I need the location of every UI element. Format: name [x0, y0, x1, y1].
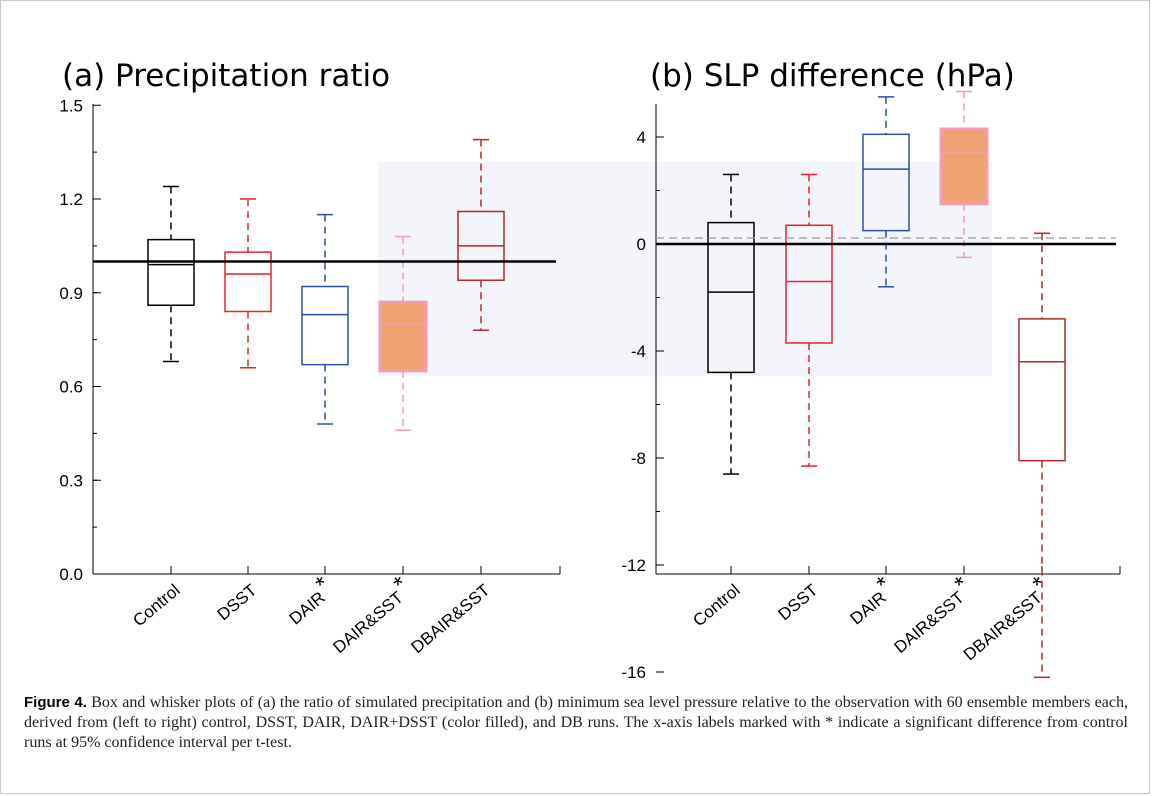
box-dair: [301, 213, 349, 425]
y-tick-label: 4: [637, 128, 646, 147]
box-dair-and-sst: [378, 235, 428, 431]
panel-slp-difference: (b) SLP difference (hPa) -16 -12 -8 -4 0 4 Cont…: [616, 58, 1121, 682]
box-iqr: [785, 224, 833, 344]
x-label-control: Control: [689, 581, 743, 631]
y-tick-label: 0: [637, 235, 646, 254]
box-dsst: [224, 198, 272, 369]
y-tick-label: 0.0: [59, 565, 83, 584]
box-iqr: [862, 133, 910, 232]
box-iqr: [224, 251, 272, 313]
box-dbair-and-sst: [457, 138, 505, 331]
y-tick-label: -12: [621, 556, 646, 575]
box-iqr: [1018, 318, 1066, 462]
x-label-text: DAIR: [847, 588, 890, 629]
background-shade: [616, 162, 992, 376]
x-label-dair: DAIR*: [839, 571, 899, 628]
box-iqr: [939, 127, 989, 206]
x-label-text: DBAIR&SST: [960, 588, 1046, 664]
x-label-dair-and-sst: DAIR&SST*: [883, 571, 977, 657]
y-tick-label: 1.2: [59, 190, 83, 209]
x-label-dair-and-sst: DAIR&SST*: [322, 571, 416, 657]
box-iqr: [378, 300, 428, 373]
x-label-dsst: DSST: [214, 581, 261, 625]
box-dsst: [785, 173, 833, 467]
figure-charts: (a) Precipitation ratio 0.0 0.3 0.6 0.9 1.2 1.…: [59, 58, 1121, 682]
y-tick-label: 0.6: [59, 378, 83, 397]
x-label-text: DAIR: [286, 588, 329, 629]
y-tick-label: 0.3: [59, 471, 83, 490]
x-label-control: Control: [129, 581, 183, 631]
y-tick-label: 1.5: [59, 96, 83, 115]
x-label-text: DAIR&SST: [330, 588, 407, 657]
box-control: [147, 185, 195, 363]
caption-text: Box and whisker plots of (a) the ratio o…: [24, 694, 1128, 751]
box-iqr: [707, 221, 755, 374]
x-label-dair: DAIR*: [278, 571, 338, 628]
x-label-text: Control: [129, 581, 183, 631]
y-tick-label: -8: [631, 449, 646, 468]
box-iqr: [147, 238, 195, 306]
box-dair-and-sst: [939, 90, 989, 259]
panel-precipitation-ratio: (a) Precipitation ratio 0.0 0.3 0.6 0.9 1.2 1.…: [59, 58, 638, 657]
panel-title: (b) SLP difference (hPa): [650, 58, 1015, 94]
box-iqr: [301, 285, 349, 366]
x-label-text: Control: [689, 581, 743, 631]
caption-label: Figure 4.: [24, 694, 87, 711]
x-label-text: DSST: [214, 581, 261, 625]
y-tick-label: 0.9: [59, 284, 83, 303]
y-tick-label: -4: [631, 342, 646, 361]
box-dair: [862, 96, 910, 288]
x-label-dsst: DSST: [775, 581, 822, 625]
x-label-text: DSST: [775, 581, 822, 625]
x-label-dbair-and-sst: DBAIR&SST: [408, 581, 494, 657]
box-control: [707, 173, 755, 475]
x-label-text: DAIR&SST: [891, 588, 968, 657]
y-tick-label: -16: [621, 663, 646, 682]
panel-title: (a) Precipitation ratio: [62, 58, 390, 94]
x-label-text: DBAIR&SST: [408, 581, 494, 657]
box-dbair-and-sst: [1018, 232, 1066, 679]
figure-caption: Figure 4. Box and whisker plots of (a) t…: [24, 693, 1128, 753]
